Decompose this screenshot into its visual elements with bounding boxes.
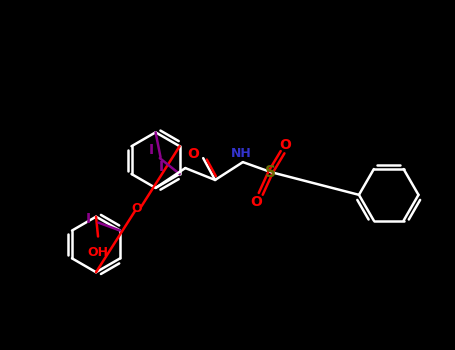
- Text: NH: NH: [231, 147, 251, 160]
- Text: I: I: [148, 143, 153, 157]
- Text: O: O: [280, 138, 292, 152]
- Text: O: O: [131, 202, 142, 215]
- Text: O: O: [187, 147, 199, 161]
- Text: O: O: [250, 195, 262, 209]
- Text: S: S: [265, 164, 276, 180]
- Text: I: I: [159, 160, 164, 174]
- Text: OH: OH: [87, 246, 109, 259]
- Text: I: I: [86, 212, 91, 226]
